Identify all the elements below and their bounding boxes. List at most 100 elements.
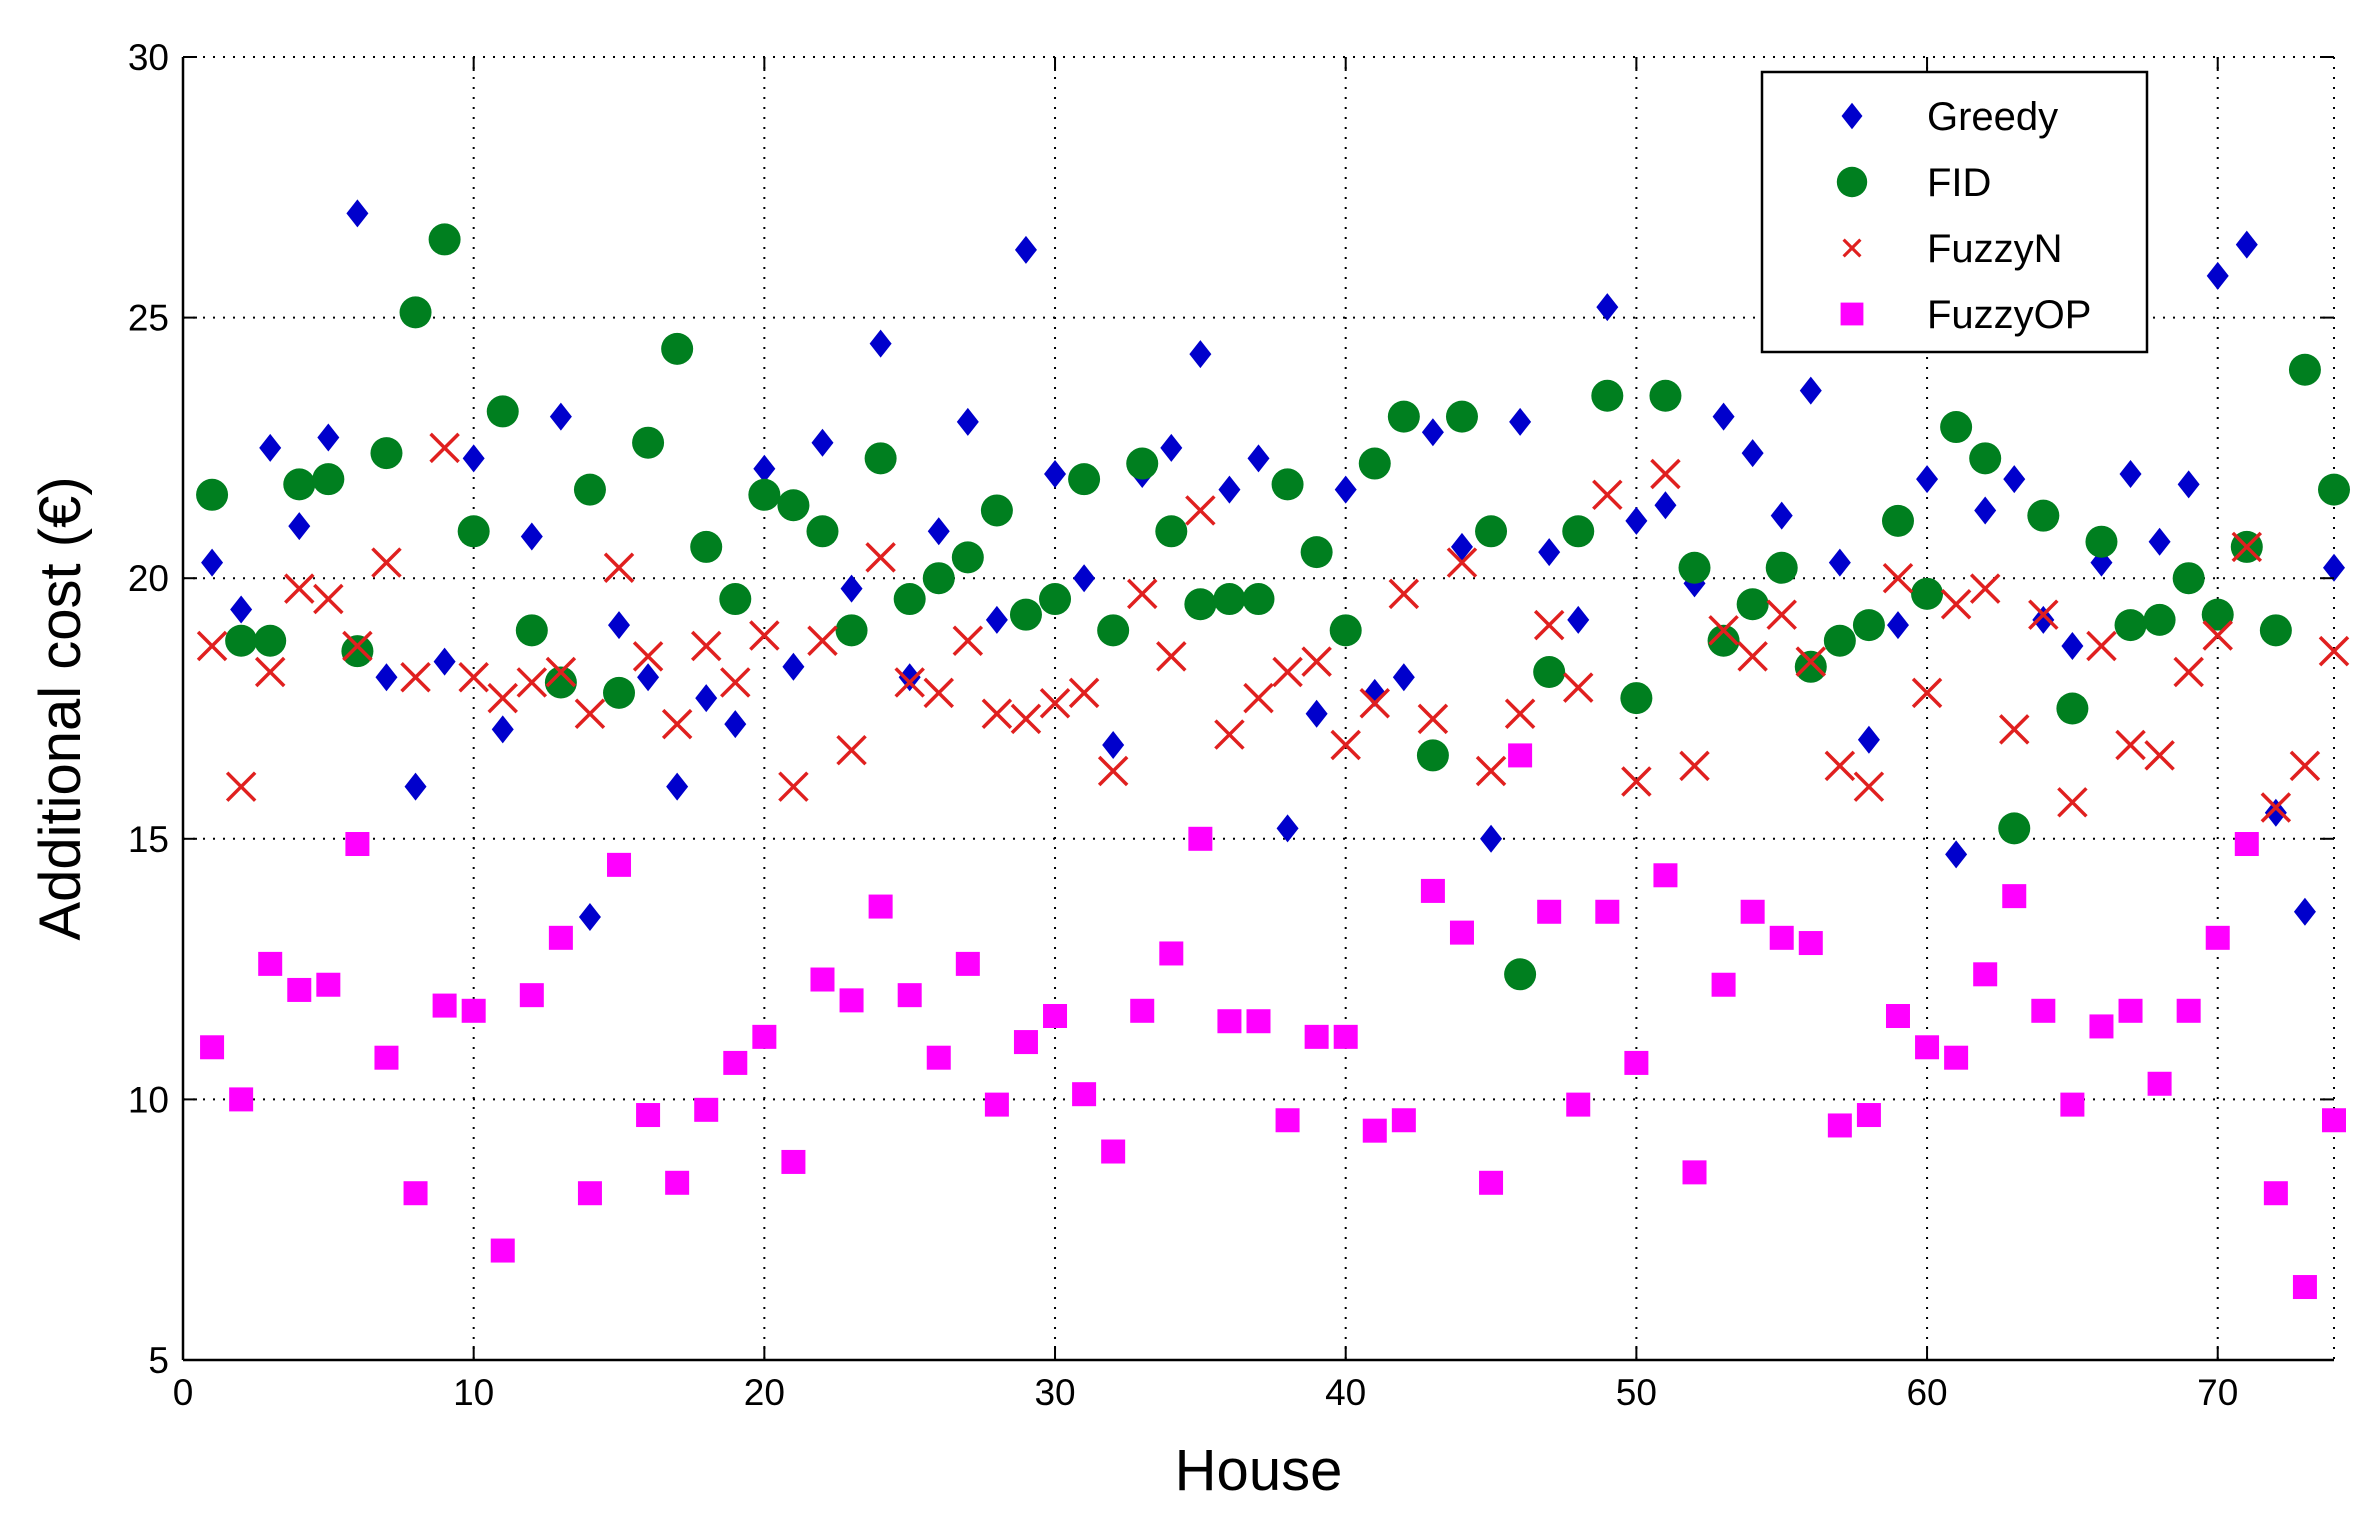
data-point-greedy <box>317 423 340 452</box>
data-point-fuzzyn <box>1592 479 1623 511</box>
data-point-fuzzyn-stroke <box>313 583 344 615</box>
data-point-fuzzyn-stroke <box>1010 703 1042 735</box>
legend-item-fuzzyop: FuzzyOP <box>1840 293 2091 337</box>
data-point-fuzzyop <box>1362 1118 1387 1143</box>
data-point-fuzzyn-stroke <box>1708 615 1739 646</box>
data-point-fuzzyn-stroke <box>2057 787 2088 818</box>
y-tick-label: 30 <box>128 37 169 78</box>
data-point-fuzzyn <box>1824 750 1856 782</box>
data-point-greedy <box>1334 475 1357 504</box>
data-point-fid <box>254 624 287 657</box>
data-point-fuzzyop <box>1217 1009 1242 1034</box>
data-point-fuzzyn <box>603 552 635 584</box>
data-point-fuzzyn <box>1446 547 1478 578</box>
data-point-fid <box>1009 598 1042 631</box>
data-point-fuzzyn-stroke <box>1969 573 2001 604</box>
data-point-fuzzyop <box>519 983 544 1008</box>
data-point-greedy <box>578 902 601 931</box>
data-point-fuzzyn <box>1999 714 2030 745</box>
data-point-fid <box>980 494 1013 527</box>
data-point-fuzzyn <box>1882 562 1914 594</box>
data-point-greedy <box>1480 824 1503 853</box>
data-point-greedy <box>201 548 224 577</box>
data-point-greedy <box>637 663 660 692</box>
data-point-greedy <box>259 433 282 462</box>
data-point-fuzzyop <box>2031 998 2056 1023</box>
data-point-fuzzyn-stroke <box>1097 755 1129 787</box>
data-point-fid <box>2027 499 2060 532</box>
data-point-fuzzyn <box>2173 656 2204 688</box>
data-point-fuzzyop <box>374 1045 399 1070</box>
data-point-fuzzyop <box>1944 1045 1969 1070</box>
data-point-fid <box>1940 411 1973 444</box>
data-point-greedy <box>608 611 631 640</box>
legend-box <box>1760 70 2149 354</box>
data-point-fuzzyop <box>1013 1030 1038 1055</box>
data-point-fuzzyn-stroke <box>2115 729 2146 761</box>
data-point-greedy <box>1974 496 1997 525</box>
data-point-fuzzyop <box>1827 1113 1852 1138</box>
data-point-greedy <box>666 772 689 801</box>
data-point-fuzzyn <box>545 656 577 688</box>
data-point-fuzzyn-stroke <box>1475 755 1507 787</box>
data-point-fuzzyn <box>720 667 751 698</box>
data-point-fuzzyn-stroke <box>661 708 693 740</box>
legend-marker-fid <box>1836 166 1868 198</box>
data-point-fid <box>632 426 665 459</box>
data-point-fuzzyn-stroke <box>1214 719 1245 750</box>
data-point-greedy <box>985 605 1008 634</box>
data-point-fuzzyn <box>1010 703 1042 735</box>
data-point-fid <box>603 676 636 709</box>
data-point-fuzzyop <box>984 1092 1009 1117</box>
data-point-fuzzyn <box>2057 787 2088 818</box>
data-point-fuzzyop <box>2089 1014 2114 1039</box>
data-point-fid <box>283 468 316 501</box>
data-point-fuzzyn-stroke <box>836 734 867 766</box>
data-point-fuzzyop <box>1159 941 1184 966</box>
data-point-fuzzyn-stroke <box>1824 750 1856 782</box>
data-point-fuzzyn-stroke <box>1330 729 1361 761</box>
data-point-fuzzyn <box>1388 578 1420 610</box>
data-point-fuzzyn <box>1156 641 1187 672</box>
data-point-greedy <box>404 772 427 801</box>
data-point-fid <box>690 530 723 563</box>
data-point-fuzzyop <box>258 951 283 976</box>
data-point-fuzzyn <box>1795 646 1827 677</box>
data-point-fid <box>370 437 403 470</box>
data-point-fuzzyn-stroke <box>1882 562 1914 594</box>
data-point-fid <box>1998 812 2031 845</box>
data-point-fuzzyn-stroke <box>1533 609 1565 641</box>
data-point-fid <box>777 489 810 522</box>
data-point-fid <box>1329 614 1362 647</box>
data-point-greedy <box>1712 402 1735 431</box>
data-point-fuzzyop <box>1537 899 1562 924</box>
data-point-fuzzyop <box>229 1087 254 1112</box>
data-point-fuzzyn-stroke <box>1679 750 1710 782</box>
data-point-fuzzyop <box>1043 1004 1068 1029</box>
data-point-fuzzyn-stroke <box>429 432 460 464</box>
data-point-fuzzyn <box>196 630 228 662</box>
data-point-fuzzyn-stroke <box>2318 635 2350 667</box>
data-point-fuzzyop <box>1915 1035 1940 1060</box>
x-tick-label: 50 <box>1616 1372 1657 1413</box>
data-point-greedy <box>2323 553 2345 582</box>
data-point-fuzzyop <box>781 1149 806 1174</box>
data-point-fid <box>486 395 519 428</box>
data-point-fid <box>2143 603 2176 636</box>
data-point-fuzzyn <box>487 682 518 714</box>
data-point-greedy <box>724 710 747 739</box>
x-tick-label: 40 <box>1325 1372 1366 1413</box>
data-point-fuzzyn <box>1766 599 1797 630</box>
data-point-fuzzyn <box>225 771 257 802</box>
data-point-fid <box>1649 379 1682 412</box>
data-point-fuzzyn <box>2318 635 2350 667</box>
data-point-fuzzyn <box>1650 458 1681 490</box>
data-point-greedy <box>753 454 776 483</box>
x-tick-label: 30 <box>1034 1372 1075 1413</box>
data-point-greedy <box>2032 605 2055 634</box>
data-point-greedy <box>1247 444 1270 473</box>
data-point-greedy <box>1044 459 1067 488</box>
data-point-greedy <box>2119 459 2142 488</box>
data-point-fuzzyn-stroke <box>1592 479 1623 511</box>
data-point-fuzzyop <box>636 1103 661 1128</box>
